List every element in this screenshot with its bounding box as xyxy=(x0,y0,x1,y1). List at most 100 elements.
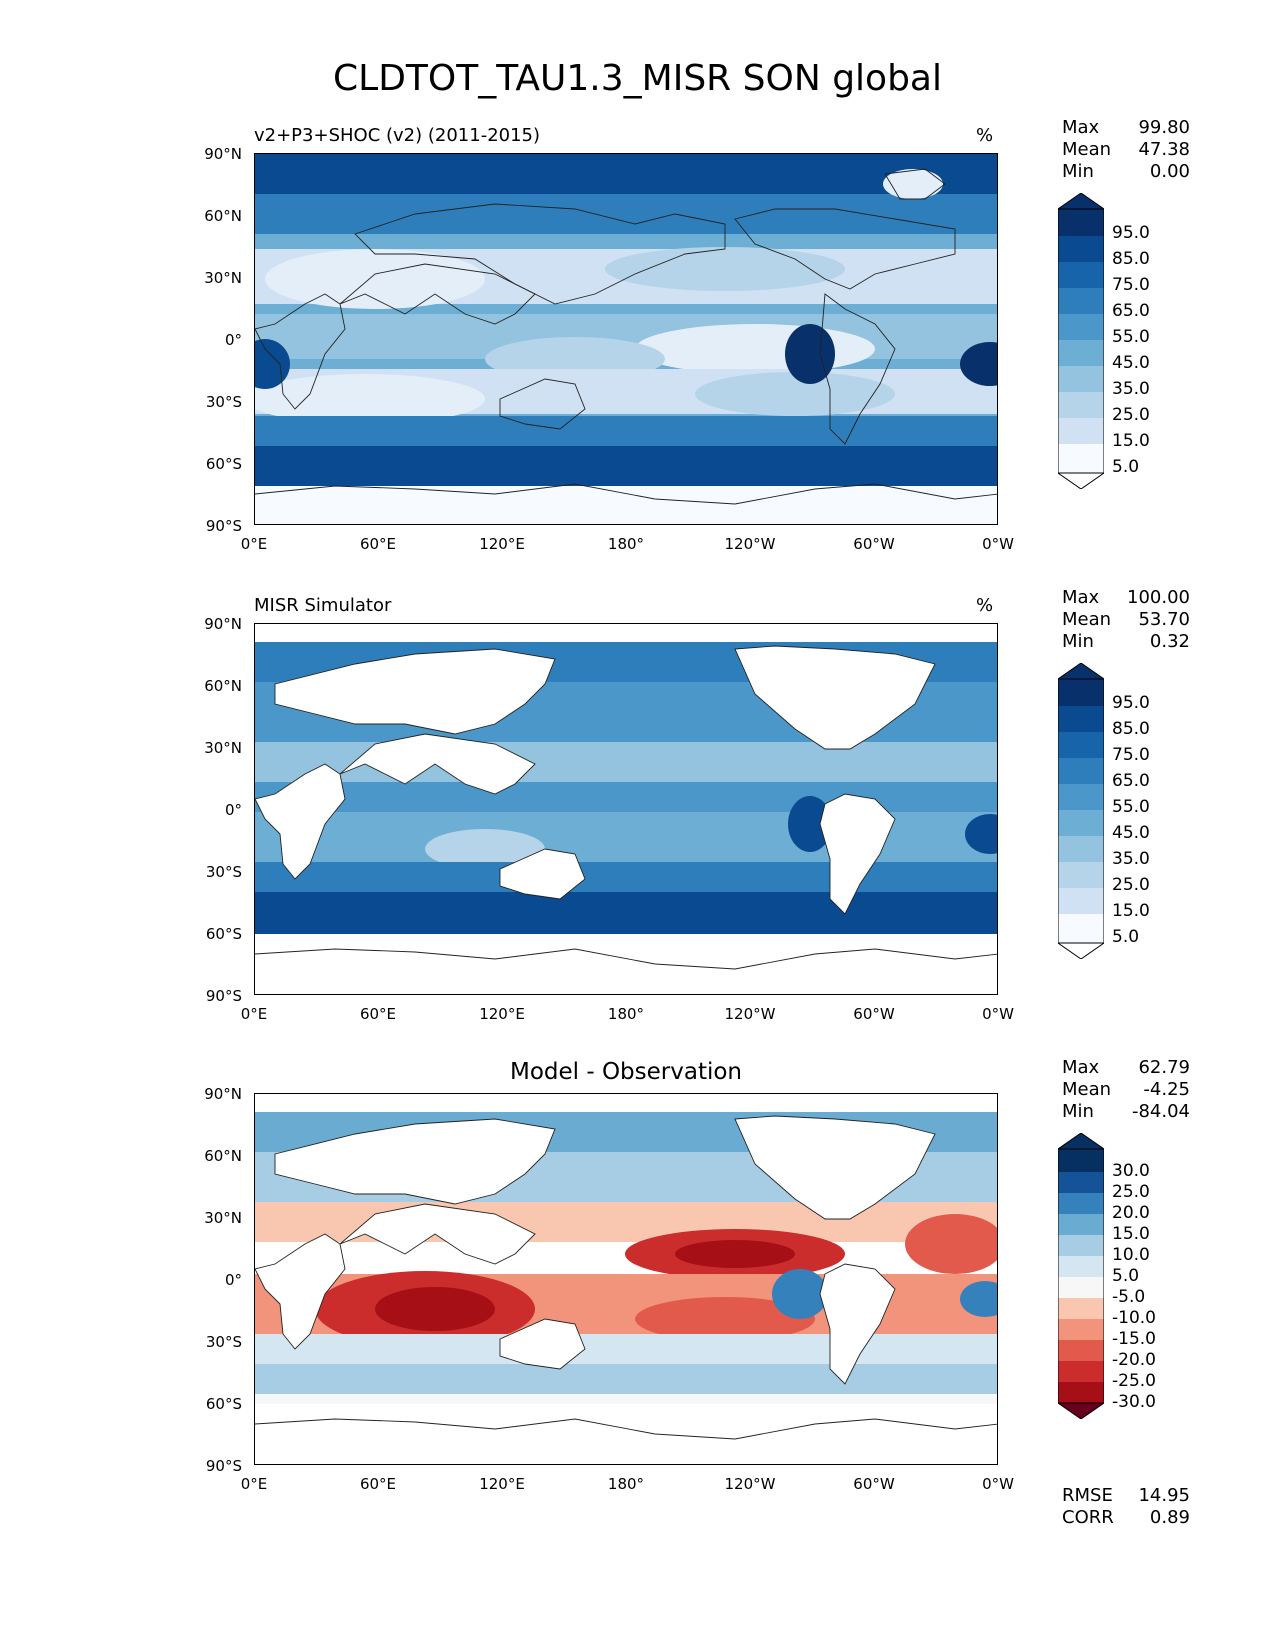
corr-label: CORR xyxy=(1062,1507,1114,1528)
lat-tick-label: 30°N xyxy=(204,739,242,757)
stat-label: Mean xyxy=(1062,1079,1112,1100)
units-label: % xyxy=(976,125,994,146)
colorbar-tick-label: 15.0 xyxy=(1112,901,1150,921)
lat-tick-label: 60°N xyxy=(204,1147,242,1165)
stat-mean: -4.25 xyxy=(1143,1079,1190,1100)
stat-max: 99.80 xyxy=(1138,117,1190,138)
panel-model: v2+P3+SHOC (v2) (2011-2015) % xyxy=(0,117,1275,593)
colorbar-tick-label: 5.0 xyxy=(1112,457,1140,477)
lat-tick-label: 90°S xyxy=(205,517,242,535)
figure-title: CLDTOT_TAU1.3_MISR SON global xyxy=(333,58,942,99)
colorbar-tick-label: 35.0 xyxy=(1112,849,1150,869)
stats-box: Max 100.00 Mean 53.70 Min 0.32 xyxy=(1062,587,1190,653)
lon-tick-label: 180° xyxy=(607,535,645,553)
colorbar xyxy=(1058,663,1104,959)
obs-map xyxy=(254,623,998,995)
colorbar-tick-label: 95.0 xyxy=(1112,223,1150,243)
lat-tick-label: 90°S xyxy=(205,1457,242,1475)
lat-tick-label: 30°S xyxy=(205,863,242,881)
lat-tick-label: 90°N xyxy=(204,145,242,163)
colorbar-tick-label: 75.0 xyxy=(1112,745,1150,765)
stat-mean: 47.38 xyxy=(1138,139,1190,160)
stat-label: Max xyxy=(1062,117,1100,138)
colorbar-tick-label: 25.0 xyxy=(1112,1182,1150,1202)
colorbar-tick-label: 10.0 xyxy=(1112,1245,1150,1265)
colorbar-tick-label: -20.0 xyxy=(1112,1350,1156,1370)
stat-label: Max xyxy=(1062,1057,1100,1078)
stats-box: Max 62.79 Mean -4.25 Min -84.04 xyxy=(1062,1057,1190,1123)
lon-tick-label: 0°E xyxy=(240,1475,268,1493)
lon-tick-label: 120°W xyxy=(724,1475,776,1493)
lat-tick-label: 30°N xyxy=(204,1209,242,1227)
panel-title: MISR Simulator xyxy=(254,595,392,616)
colorbar-tick-label: 35.0 xyxy=(1112,379,1150,399)
units-label: % xyxy=(976,595,994,616)
stat-label: Min xyxy=(1062,161,1094,182)
colorbar-tick-label: -25.0 xyxy=(1112,1371,1156,1391)
corr-value: 0.89 xyxy=(1149,1507,1190,1528)
stats-box: Max 99.80 Mean 47.38 Min 0.00 xyxy=(1062,117,1190,183)
colorbar-tick-label: 5.0 xyxy=(1112,927,1140,947)
colorbar-tick-label: 85.0 xyxy=(1112,249,1150,269)
lon-tick-label: 120°W xyxy=(724,535,776,553)
lon-tick-label: 60°E xyxy=(359,1005,397,1023)
lon-tick-label: 120°E xyxy=(479,535,525,553)
colorbar-tick-label: 85.0 xyxy=(1112,719,1150,739)
lat-tick-label: 0° xyxy=(224,331,242,349)
lon-tick-label: 120°W xyxy=(724,1005,776,1023)
colorbar-tick-label: 45.0 xyxy=(1112,823,1150,843)
colorbar-tick-label: -15.0 xyxy=(1112,1329,1156,1349)
colorbar-tick-label: -30.0 xyxy=(1112,1392,1156,1412)
model-field-svg xyxy=(255,154,997,524)
lat-tick-label: 90°N xyxy=(204,615,242,633)
lat-tick-label: 60°S xyxy=(205,455,242,473)
lat-tick-label: 90°S xyxy=(205,987,242,1005)
colorbar-tick-label: -10.0 xyxy=(1112,1308,1156,1328)
colorbar-svg xyxy=(1058,193,1104,489)
stat-max: 62.79 xyxy=(1138,1057,1190,1078)
colorbar-tick-label: 65.0 xyxy=(1112,771,1150,791)
colorbar-tick-label: 15.0 xyxy=(1112,1224,1150,1244)
lon-tick-label: 0°W xyxy=(982,1005,1014,1023)
model-map xyxy=(254,153,998,525)
colorbar-tick-label: 45.0 xyxy=(1112,353,1150,373)
lat-tick-label: 0° xyxy=(224,801,242,819)
lat-tick-label: 0° xyxy=(224,1271,242,1289)
colorbar-tick-label: 15.0 xyxy=(1112,431,1150,451)
colorbar-tick-label: 25.0 xyxy=(1112,875,1150,895)
stat-max: 100.00 xyxy=(1127,587,1190,608)
colorbar-tick-label: 75.0 xyxy=(1112,275,1150,295)
panel-diff: Model - Observation xyxy=(0,1057,1275,1533)
colorbar-tick-label: 55.0 xyxy=(1112,797,1150,817)
lat-tick-label: 30°N xyxy=(204,269,242,287)
colorbar xyxy=(1058,1133,1104,1419)
stat-min: 0.00 xyxy=(1149,161,1190,182)
colorbar-tick-label: 30.0 xyxy=(1112,1161,1150,1181)
lon-tick-label: 60°E xyxy=(359,535,397,553)
colorbar-tick-label: 95.0 xyxy=(1112,693,1150,713)
lat-tick-label: 30°S xyxy=(205,393,242,411)
stat-label: Max xyxy=(1062,587,1100,608)
panel-title: Model - Observation xyxy=(509,1059,743,1085)
stat-mean: 53.70 xyxy=(1138,609,1190,630)
colorbar-tick-label: 5.0 xyxy=(1112,1266,1140,1286)
lon-tick-label: 0°W xyxy=(982,1475,1014,1493)
colorbar-tick-label: -5.0 xyxy=(1112,1287,1146,1307)
lat-tick-label: 60°S xyxy=(205,925,242,943)
stat-label: Min xyxy=(1062,1101,1094,1122)
diff-map xyxy=(254,1093,998,1465)
rmse-value: 14.95 xyxy=(1138,1485,1190,1506)
stat-label: Min xyxy=(1062,631,1094,652)
lon-tick-label: 120°E xyxy=(479,1475,525,1493)
error-metrics: RMSE 14.95 CORR 0.89 xyxy=(1062,1485,1190,1529)
lon-tick-label: 0°W xyxy=(982,535,1014,553)
lon-tick-label: 60°E xyxy=(359,1475,397,1493)
rmse-label: RMSE xyxy=(1062,1485,1113,1506)
diff-field-svg xyxy=(255,1094,997,1464)
lon-tick-label: 60°W xyxy=(853,1005,895,1023)
lon-tick-label: 0°E xyxy=(240,1005,268,1023)
stat-min: -84.04 xyxy=(1131,1101,1190,1122)
colorbar-svg xyxy=(1058,1133,1104,1419)
panel-title: v2+P3+SHOC (v2) (2011-2015) xyxy=(254,125,541,146)
lat-tick-label: 60°S xyxy=(205,1395,242,1413)
